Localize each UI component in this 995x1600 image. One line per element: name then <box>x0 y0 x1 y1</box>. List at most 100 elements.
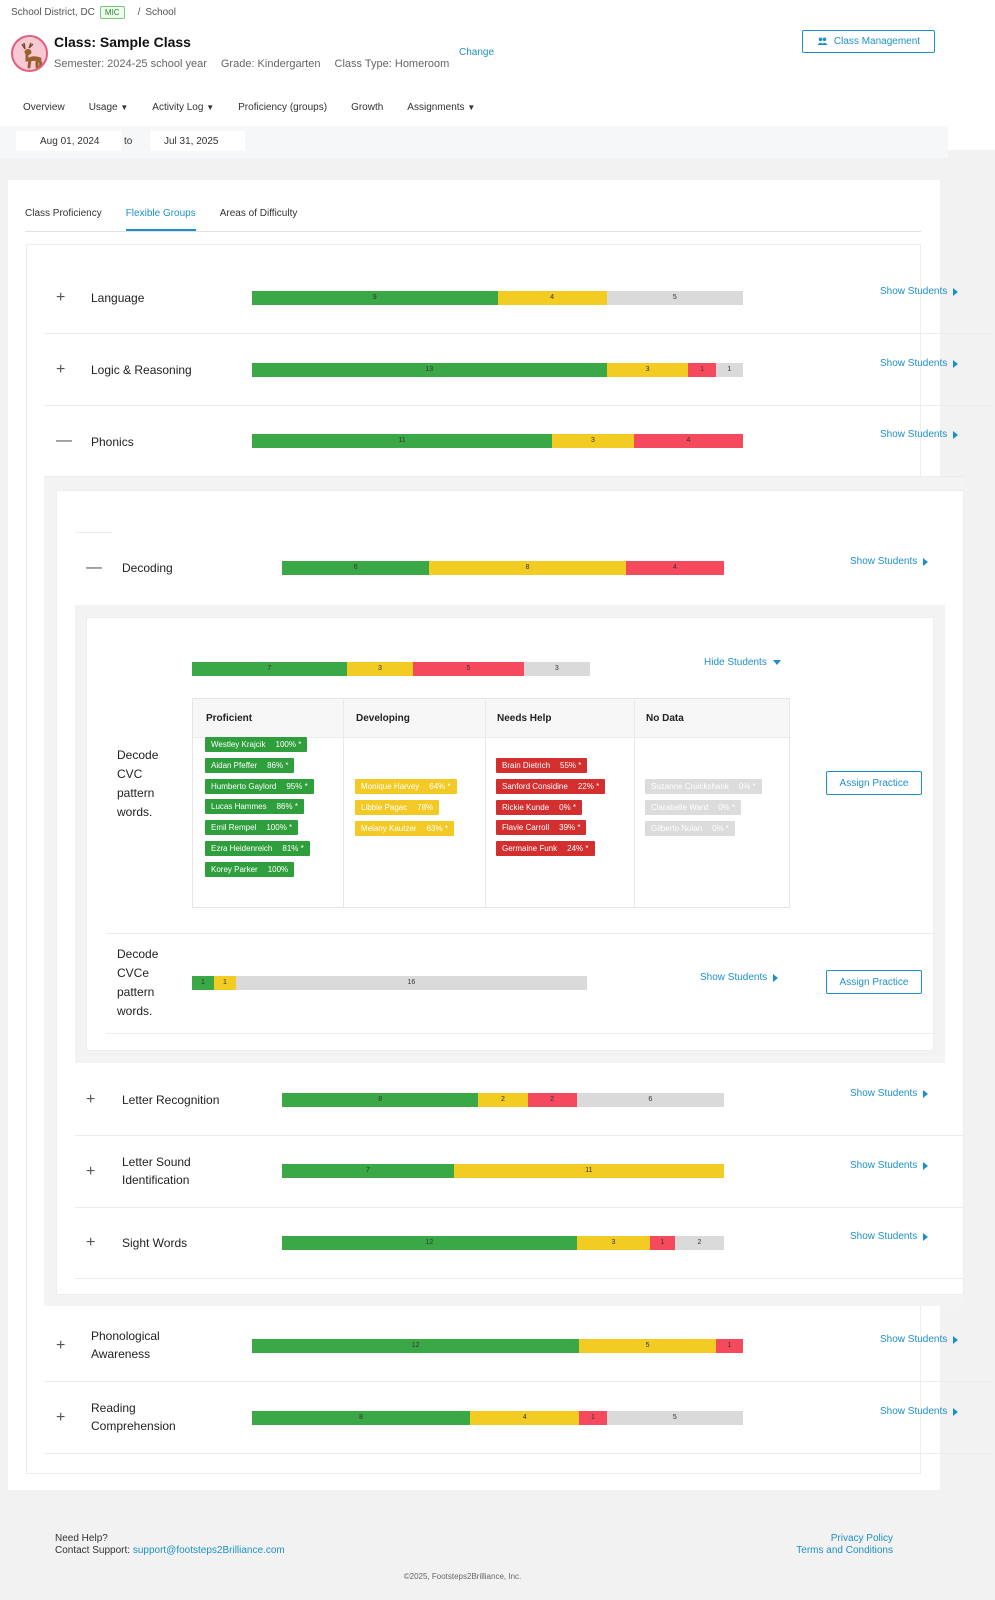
student-chip[interactable]: Emil Rempel 100% * <box>205 820 299 836</box>
support-email-link[interactable]: support@footsteps2Brilliance.com <box>132 1545 285 1556</box>
bar-phonics: 11 3 4 <box>252 434 743 448</box>
show-students-reading[interactable]: Show Students <box>880 1406 959 1417</box>
expand-icon[interactable]: + <box>86 1234 96 1251</box>
assign-practice-button[interactable]: Assign Practice <box>826 970 922 994</box>
tab-flexible-groups[interactable]: Flexible Groups <box>125 208 196 231</box>
breadcrumb-school[interactable]: School <box>145 7 176 18</box>
tab-areas-of-difficulty[interactable]: Areas of Difficulty <box>219 208 298 219</box>
student-name: Suzanne Cruickshank <box>651 782 729 791</box>
student-chip[interactable]: Libbie Pagac 78% <box>355 799 440 815</box>
standard-label-cvce: Decode CVCe pattern words. <box>117 947 159 1018</box>
show-students-label: Show Students <box>850 1088 918 1099</box>
bar-segment-developing: 11 <box>453 1164 724 1178</box>
privacy-policy-link[interactable]: Privacy Policy <box>830 1533 893 1544</box>
student-chip[interactable]: Korey Parker 100% <box>205 861 295 877</box>
student-chip[interactable]: Melany Kautzer 63% * <box>355 820 454 836</box>
col-header-developing: Developing <box>356 713 410 724</box>
student-chip[interactable]: Sanford Considine 22% * <box>496 778 606 794</box>
show-students-letter-recognition[interactable]: Show Students <box>850 1088 929 1099</box>
collapse-icon[interactable]: — <box>56 432 72 449</box>
student-chip[interactable]: Ezra Heidenreich 81% * <box>205 841 310 856</box>
nav-proficiency[interactable]: Proficiency (groups) <box>238 102 328 113</box>
collapse-icon[interactable]: — <box>86 559 102 576</box>
row-label-logic: Logic & Reasoning <box>91 363 192 377</box>
show-students-decoding[interactable]: Show Students <box>850 556 929 567</box>
date-from-input[interactable]: Aug 01, 2024 <box>16 131 122 151</box>
mic-badge: MIC <box>99 6 125 19</box>
student-score: 0% * <box>718 802 735 812</box>
show-students-cvce[interactable]: Show Students <box>700 972 779 983</box>
student-chip[interactable]: Brain Dietrich 55% * <box>496 758 588 773</box>
bar-segment-no-data: 16 <box>235 976 587 990</box>
student-name: Flavie Carroll <box>502 823 550 833</box>
show-students-phonological[interactable]: Show Students <box>880 1334 959 1345</box>
bar-sight-words: 12 3 1 2 <box>282 1236 724 1250</box>
hide-students-cvc[interactable]: Hide Students <box>704 657 781 668</box>
nav-usage[interactable]: Usage ▼ <box>89 102 129 113</box>
student-name: Gilberto Nolan <box>651 823 703 833</box>
student-chip[interactable]: Lucas Hammes 86% * <box>205 799 304 815</box>
student-name: Ezra Heidenreich <box>211 844 273 853</box>
show-students-phonics[interactable]: Show Students <box>880 429 959 440</box>
bar-segment-proficient: 13 <box>252 363 607 377</box>
student-chip[interactable]: Aidan Pfeffer 86% * <box>205 757 295 773</box>
groups-table: Proficient Developing Needs Help No Data… <box>192 698 790 908</box>
student-chip[interactable]: Germaine Funk 24% * <box>496 841 595 857</box>
users-icon <box>817 37 828 45</box>
nav-activity-log[interactable]: Activity Log ▼ <box>152 102 214 113</box>
student-chip[interactable]: Monique Harvey 64% * <box>355 779 457 794</box>
nav-growth[interactable]: Growth <box>351 102 384 113</box>
show-students-sight-words[interactable]: Show Students <box>850 1231 929 1242</box>
student-chip[interactable]: Westley Krajcik 100% * <box>205 737 308 752</box>
nav-overview[interactable]: Overview <box>23 102 65 113</box>
expand-icon[interactable]: + <box>56 1409 66 1426</box>
copyright: ©2025, Footsteps2Brilliance, Inc. <box>403 1572 522 1581</box>
caret-right-icon <box>923 1089 929 1098</box>
change-link[interactable]: Change <box>459 47 495 58</box>
student-chip[interactable]: Suzanne Cruickshank 0% * <box>645 779 762 794</box>
col-header-proficient: Proficient <box>206 713 253 724</box>
show-students-label: Show Students <box>880 358 948 369</box>
show-students-logic[interactable]: Show Students <box>880 358 959 369</box>
bar-phonological: 12 5 1 <box>252 1339 743 1353</box>
student-score: 100% * <box>275 740 302 749</box>
bar-segment-needs-help: 1 <box>579 1411 607 1425</box>
grade-text: Grade: Kindergarten <box>220 58 321 70</box>
row-label-letter-sound: Letter Sound Identification <box>122 1155 191 1187</box>
divider <box>44 1381 994 1382</box>
terms-link[interactable]: Terms and Conditions <box>796 1545 893 1556</box>
contact-line: Contact Support: support@footsteps2Brill… <box>55 1545 285 1557</box>
class-management-button[interactable]: Class Management <box>802 30 935 53</box>
student-chip[interactable]: Gilberto Nolan 0% * <box>645 820 736 836</box>
bar-segment-needs-help: 4 <box>625 561 724 575</box>
tab-class-proficiency[interactable]: Class Proficiency <box>25 208 102 219</box>
expand-icon[interactable]: + <box>86 1163 96 1180</box>
caret-right-icon <box>953 1335 959 1344</box>
student-chip[interactable]: Humberto Gaylord 95% * <box>205 778 314 794</box>
show-students-language[interactable]: Show Students <box>880 286 959 297</box>
class-management-label: Class Management <box>833 36 921 47</box>
student-score: 95% * <box>286 781 308 791</box>
expand-icon[interactable]: + <box>56 361 66 378</box>
show-students-label: Show Students <box>880 1406 948 1417</box>
col-header-needs-help: Needs Help <box>497 713 552 724</box>
student-score: 100% * <box>266 823 293 833</box>
show-students-label: Show Students <box>880 429 948 440</box>
assign-practice-button[interactable]: Assign Practice <box>826 771 922 795</box>
student-chip[interactable]: Flavie Carroll 39% * <box>496 820 587 836</box>
expand-icon[interactable]: + <box>86 1091 96 1108</box>
student-chip[interactable]: Clarabelle Ward 0% * <box>645 799 741 815</box>
show-students-letter-sound[interactable]: Show Students <box>850 1160 929 1171</box>
date-to-input[interactable]: Jul 31, 2025 <box>150 131 245 151</box>
student-name: Libbie Pagac <box>361 802 408 812</box>
expand-icon[interactable]: + <box>56 1337 66 1354</box>
breadcrumb-district[interactable]: School District, DC <box>11 7 95 18</box>
divider <box>106 933 936 934</box>
student-chip[interactable]: Rickie Kunde 0% * <box>496 799 583 815</box>
expand-icon[interactable]: + <box>56 289 66 306</box>
student-name: Aidan Pfeffer <box>211 760 258 770</box>
caret-down-icon <box>772 660 781 665</box>
bar-segment-proficient: 6 <box>282 561 430 575</box>
nav-assignments[interactable]: Assignments ▼ <box>407 102 475 113</box>
